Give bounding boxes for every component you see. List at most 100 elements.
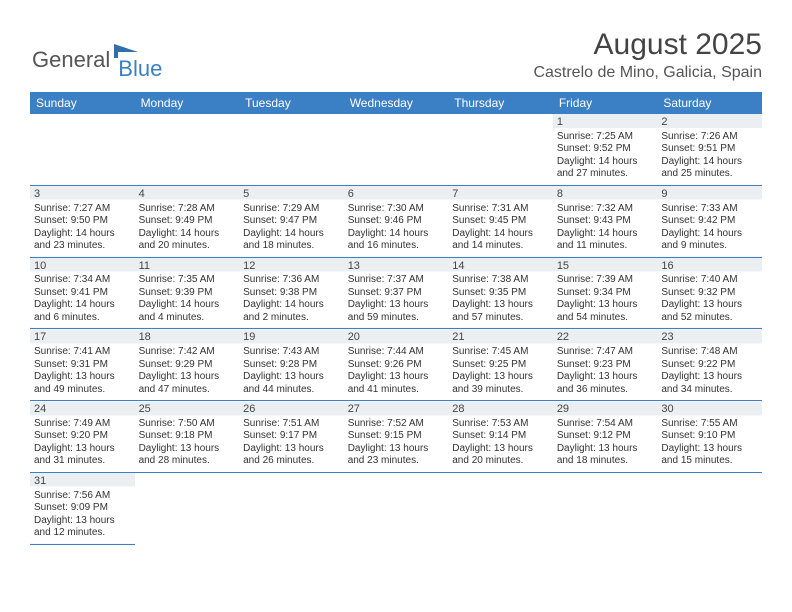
day-number: 13 [348,260,445,274]
day-number: 1 [557,116,654,130]
day-detail-line: Sunrise: 7:30 AM [348,203,445,216]
day-cell: 30Sunrise: 7:55 AMSunset: 9:10 PMDayligh… [657,401,762,473]
day-detail-line: Sunset: 9:46 PM [348,215,445,228]
day-detail-line: Sunset: 9:10 PM [661,430,758,443]
day-number: 2 [661,116,758,130]
day-detail-line: Sunrise: 7:39 AM [557,274,654,287]
day-detail-line: and 20 minutes. [139,240,236,253]
day-detail-line: and 28 minutes. [139,455,236,468]
logo-text-1: General [32,47,110,73]
day-detail-line: and 57 minutes. [452,312,549,325]
day-cell [448,114,553,185]
day-detail-line: Sunrise: 7:35 AM [139,274,236,287]
day-detail-line: Sunset: 9:23 PM [557,359,654,372]
day-detail-line: Daylight: 13 hours [452,443,549,456]
day-detail-line: Sunrise: 7:40 AM [661,274,758,287]
day-detail-line: Sunrise: 7:43 AM [243,346,340,359]
day-detail-line: Daylight: 13 hours [557,371,654,384]
day-detail-line: Sunrise: 7:33 AM [661,203,758,216]
day-number: 22 [557,331,654,345]
day-cell: 20Sunrise: 7:44 AMSunset: 9:26 PMDayligh… [344,329,449,401]
day-cell: 27Sunrise: 7:52 AMSunset: 9:15 PMDayligh… [344,401,449,473]
day-detail-line: Daylight: 14 hours [557,228,654,241]
day-detail-line: Sunrise: 7:29 AM [243,203,340,216]
day-detail-line: Sunrise: 7:45 AM [452,346,549,359]
day-number: 26 [243,403,340,417]
day-cell: 5Sunrise: 7:29 AMSunset: 9:47 PMDaylight… [239,185,344,257]
day-detail-line: and 12 minutes. [34,527,131,540]
day-number: 17 [34,331,131,345]
day-detail-line: Sunrise: 7:26 AM [661,131,758,144]
day-detail-line: and 59 minutes. [348,312,445,325]
day-number: 11 [139,260,236,274]
day-detail-line: Sunrise: 7:52 AM [348,418,445,431]
day-detail-line: and 15 minutes. [661,455,758,468]
day-detail-line: Daylight: 14 hours [661,228,758,241]
day-detail-line: Sunrise: 7:27 AM [34,203,131,216]
day-number: 7 [452,188,549,202]
day-number: 16 [661,260,758,274]
day-detail-line: Sunrise: 7:25 AM [557,131,654,144]
day-number: 31 [34,475,131,489]
day-number: 29 [557,403,654,417]
day-detail-line: Daylight: 13 hours [139,443,236,456]
day-detail-line: Sunset: 9:25 PM [452,359,549,372]
day-header: Friday [553,92,658,114]
day-cell: 7Sunrise: 7:31 AMSunset: 9:45 PMDaylight… [448,185,553,257]
week-content-row: 17Sunrise: 7:41 AMSunset: 9:31 PMDayligh… [30,329,762,401]
day-cell: 22Sunrise: 7:47 AMSunset: 9:23 PMDayligh… [553,329,658,401]
day-cell: 14Sunrise: 7:38 AMSunset: 9:35 PMDayligh… [448,257,553,329]
day-detail-line: Daylight: 13 hours [139,371,236,384]
day-detail-line: and 25 minutes. [661,168,758,181]
day-cell: 6Sunrise: 7:30 AMSunset: 9:46 PMDaylight… [344,185,449,257]
day-header: Thursday [448,92,553,114]
day-detail-line: Sunrise: 7:36 AM [243,274,340,287]
day-number: 3 [34,188,131,202]
week-content-row: 3Sunrise: 7:27 AMSunset: 9:50 PMDaylight… [30,185,762,257]
day-cell [344,114,449,185]
day-detail-line: and 54 minutes. [557,312,654,325]
day-cell: 25Sunrise: 7:50 AMSunset: 9:18 PMDayligh… [135,401,240,473]
day-detail-line: Daylight: 13 hours [348,299,445,312]
logo: General Blue [32,38,162,82]
day-number: 10 [34,260,131,274]
day-detail-line: Daylight: 14 hours [34,228,131,241]
day-cell [135,472,240,544]
day-detail-line: Daylight: 13 hours [34,443,131,456]
day-number: 24 [34,403,131,417]
day-cell [239,472,344,544]
day-cell: 13Sunrise: 7:37 AMSunset: 9:37 PMDayligh… [344,257,449,329]
day-detail-line: Daylight: 13 hours [348,371,445,384]
day-detail-line: Sunrise: 7:55 AM [661,418,758,431]
day-number: 28 [452,403,549,417]
day-detail-line: Sunset: 9:34 PM [557,287,654,300]
calendar-table: Sunday Monday Tuesday Wednesday Thursday… [30,92,762,545]
day-number: 18 [139,331,236,345]
day-detail-line: Daylight: 13 hours [243,371,340,384]
day-detail-line: Sunset: 9:17 PM [243,430,340,443]
day-detail-line: Sunrise: 7:28 AM [139,203,236,216]
day-detail-line: Sunset: 9:49 PM [139,215,236,228]
week-content-row: 31Sunrise: 7:56 AMSunset: 9:09 PMDayligh… [30,472,762,544]
day-cell [344,472,449,544]
day-detail-line: Sunset: 9:45 PM [452,215,549,228]
day-number: 8 [557,188,654,202]
day-detail-line: Daylight: 14 hours [557,156,654,169]
day-detail-line: Sunset: 9:29 PM [139,359,236,372]
day-detail-line: Sunrise: 7:34 AM [34,274,131,287]
day-detail-line: Sunset: 9:51 PM [661,143,758,156]
day-detail-line: Sunset: 9:47 PM [243,215,340,228]
day-cell: 9Sunrise: 7:33 AMSunset: 9:42 PMDaylight… [657,185,762,257]
day-cell: 19Sunrise: 7:43 AMSunset: 9:28 PMDayligh… [239,329,344,401]
day-detail-line: and 34 minutes. [661,384,758,397]
day-detail-line: and 27 minutes. [557,168,654,181]
day-detail-line: and 9 minutes. [661,240,758,253]
day-detail-line: Daylight: 13 hours [661,443,758,456]
day-detail-line: Sunrise: 7:41 AM [34,346,131,359]
day-detail-line: Daylight: 13 hours [661,299,758,312]
day-detail-line: and 41 minutes. [348,384,445,397]
day-detail-line: Sunset: 9:32 PM [661,287,758,300]
day-cell [135,114,240,185]
day-detail-line: Sunrise: 7:42 AM [139,346,236,359]
day-detail-line: Daylight: 13 hours [34,371,131,384]
